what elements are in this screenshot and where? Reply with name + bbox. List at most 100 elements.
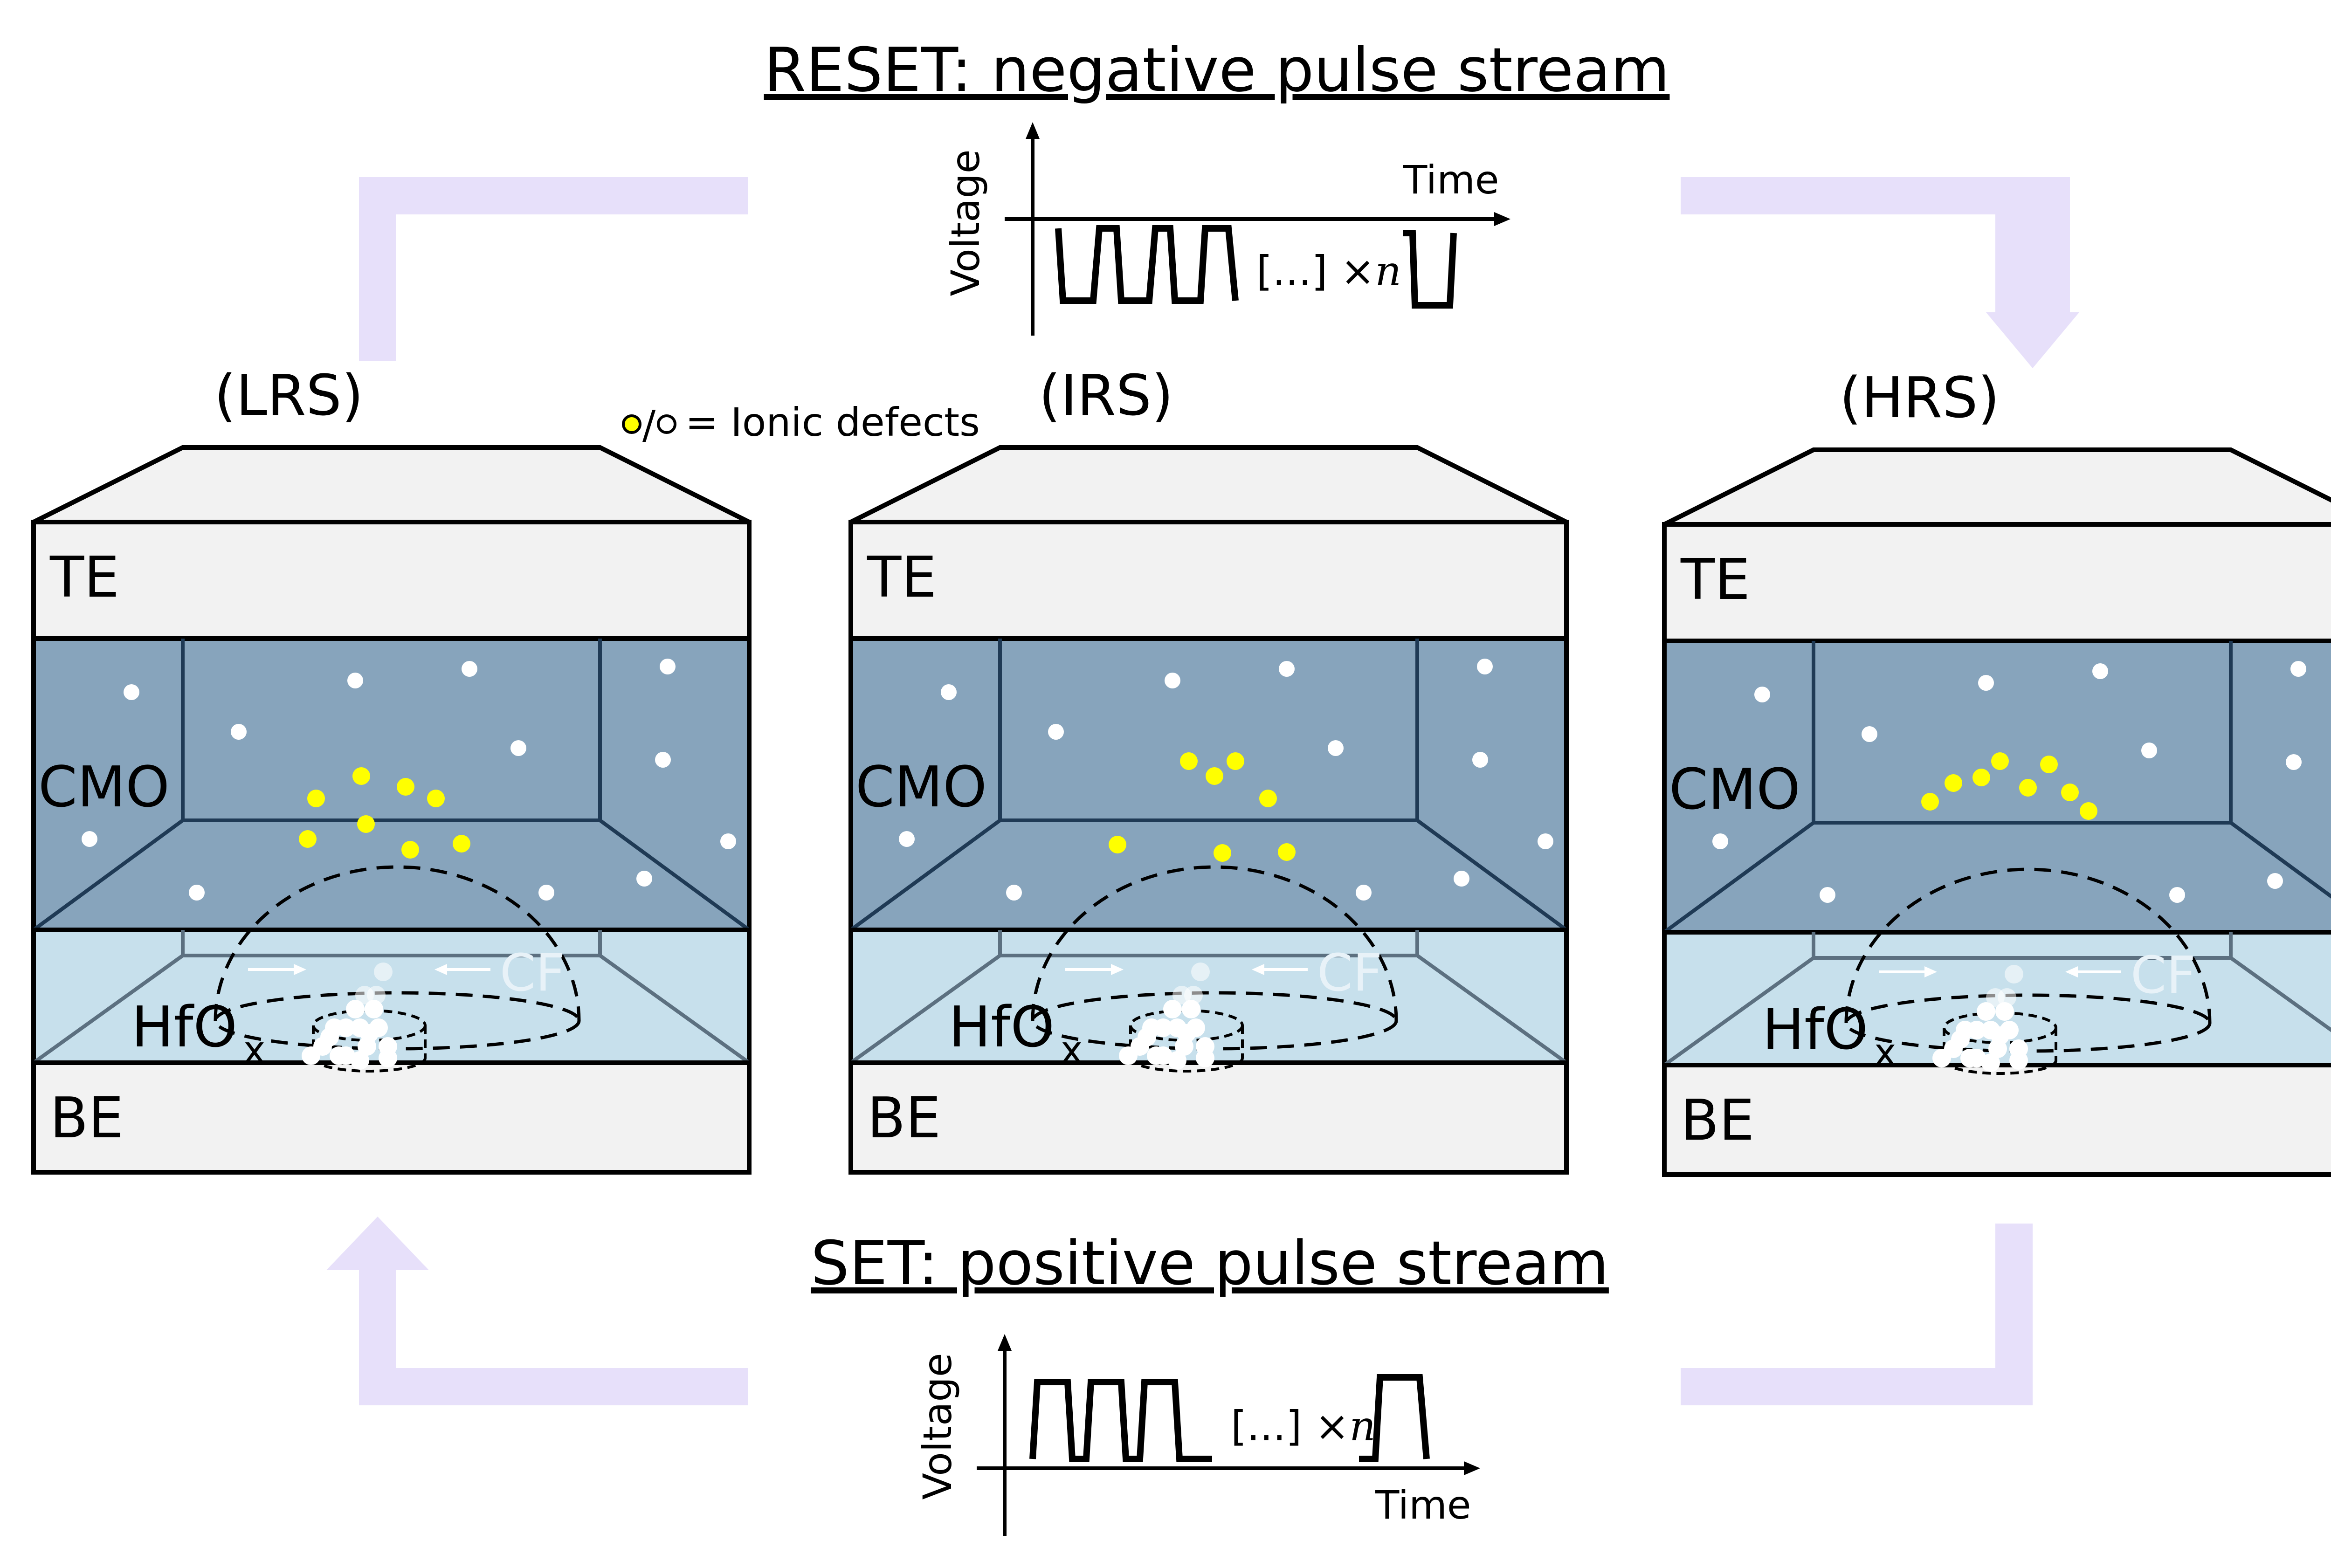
white-defect xyxy=(720,833,736,849)
filament-defect xyxy=(346,1000,365,1018)
white-defect xyxy=(1454,871,1469,887)
set-y-arrowhead xyxy=(998,1334,1012,1351)
yellow-defect xyxy=(1972,769,1990,786)
set-x-arrowhead xyxy=(1464,1461,1480,1475)
yellow-defect xyxy=(427,790,445,807)
set-title: SET: positive pulse stream xyxy=(811,1228,1609,1299)
yellow-defect xyxy=(307,790,325,807)
cmo-inner-edge xyxy=(849,818,1001,932)
white-defect xyxy=(124,684,139,700)
yellow-defect xyxy=(1206,767,1223,785)
cf-label: CF xyxy=(500,943,565,1003)
be-label: BE xyxy=(867,1086,941,1151)
white-defect xyxy=(1712,833,1728,849)
cmo-inner-edge xyxy=(32,818,184,932)
white-defect xyxy=(1279,661,1295,677)
white-defect xyxy=(462,661,477,677)
set-pulse-train xyxy=(1029,1379,1212,1462)
filament-defect xyxy=(374,963,393,981)
yellow-defect xyxy=(1921,793,1939,811)
set-repeat-label: [...] ×n xyxy=(1231,1402,1376,1450)
filament-bottom xyxy=(1943,1060,2057,1075)
legend-yellow-defect xyxy=(622,414,641,434)
cf-arrowhead-right xyxy=(1252,964,1264,975)
cf-arrowhead-left xyxy=(1111,964,1124,975)
white-defect xyxy=(1328,740,1344,756)
filament-defect xyxy=(1977,1002,1995,1021)
white-defect xyxy=(1472,752,1488,768)
hfox-inner-edge xyxy=(849,954,1001,1065)
te-label: TE xyxy=(867,545,937,610)
filament-defect xyxy=(1175,1037,1193,1056)
hfox-inner-edge xyxy=(1663,956,1815,1067)
top-electrode-lid xyxy=(1663,447,2331,527)
bottom-electrode xyxy=(31,1060,752,1175)
yellow-defect xyxy=(299,830,317,848)
white-defect xyxy=(1165,673,1180,688)
yellow-defect xyxy=(2040,756,2058,773)
white-defect xyxy=(899,831,915,847)
state-label: (HRS) xyxy=(1840,366,2000,431)
filament-defect xyxy=(2009,1051,2028,1070)
dome-base xyxy=(1031,991,1398,1051)
cf-label: CF xyxy=(2131,945,2196,1005)
white-defect xyxy=(1538,833,1553,849)
top-electrode-lid xyxy=(32,445,751,524)
filament-defect xyxy=(2005,965,2023,983)
te-label: TE xyxy=(49,545,119,610)
top-electrode-lid xyxy=(849,445,1568,524)
yellow-defect xyxy=(453,835,470,853)
yellow-defect xyxy=(2061,784,2079,801)
cmo-label: CMO xyxy=(855,755,987,820)
hfox-inner-edge xyxy=(32,954,184,1065)
white-defect xyxy=(2290,661,2306,677)
hfox-inner-edge xyxy=(599,954,751,1065)
set-waveform: SET: positive pulse stream Time Voltage … xyxy=(811,1228,1609,1536)
state-label: (IRS) xyxy=(1039,364,1173,428)
reset-waveform: RESET: negative pulse stream Time Voltag… xyxy=(764,34,1669,336)
arrow-set-left xyxy=(326,1217,748,1405)
reset-x-arrowhead xyxy=(1494,212,1510,226)
dome-base xyxy=(214,991,581,1051)
filament-defect xyxy=(355,986,374,1004)
white-defect xyxy=(1754,687,1770,702)
white-defect xyxy=(2092,663,2108,679)
yellow-defect xyxy=(2019,779,2037,797)
filament-defect xyxy=(1168,1018,1186,1037)
cmo-label: CMO xyxy=(38,755,170,820)
set-ylabel: Voltage xyxy=(915,1353,960,1499)
cf-arrowhead-left xyxy=(294,964,306,975)
arrow-reset-left xyxy=(359,177,748,361)
white-defect xyxy=(510,740,526,756)
reset-y-arrowhead xyxy=(1026,122,1040,139)
arrow-reset-right xyxy=(1681,177,2079,368)
filament-defect xyxy=(1147,1046,1166,1065)
top-electrode xyxy=(848,520,1569,641)
filament-defect xyxy=(1196,1049,1214,1067)
be-label: BE xyxy=(50,1086,124,1151)
yellow-defect xyxy=(397,778,414,796)
filament-defect xyxy=(1154,1018,1172,1037)
white-defect xyxy=(655,752,671,768)
white-defect xyxy=(347,673,363,688)
legend: / = Ionic defects xyxy=(622,399,980,447)
arrow-set-right xyxy=(1681,1224,2033,1405)
white-defect xyxy=(941,684,957,700)
filament-defect xyxy=(1191,963,1210,981)
filament-defect xyxy=(1988,1039,2007,1058)
yellow-defect xyxy=(1227,752,1244,770)
cmo-inner-edge xyxy=(1663,821,1815,934)
white-defect xyxy=(82,831,97,847)
filament-defect xyxy=(1960,1049,1979,1067)
set-xlabel: Time xyxy=(1375,1482,1471,1528)
filament-defect xyxy=(351,1018,369,1037)
reset-repeat-label: [...] ×n xyxy=(1256,247,1401,295)
top-electrode xyxy=(1662,522,2331,643)
state-label: (LRS) xyxy=(214,364,363,428)
filament-bottom xyxy=(312,1058,427,1073)
white-defect xyxy=(1006,885,1022,901)
white-defect xyxy=(1820,887,1835,903)
